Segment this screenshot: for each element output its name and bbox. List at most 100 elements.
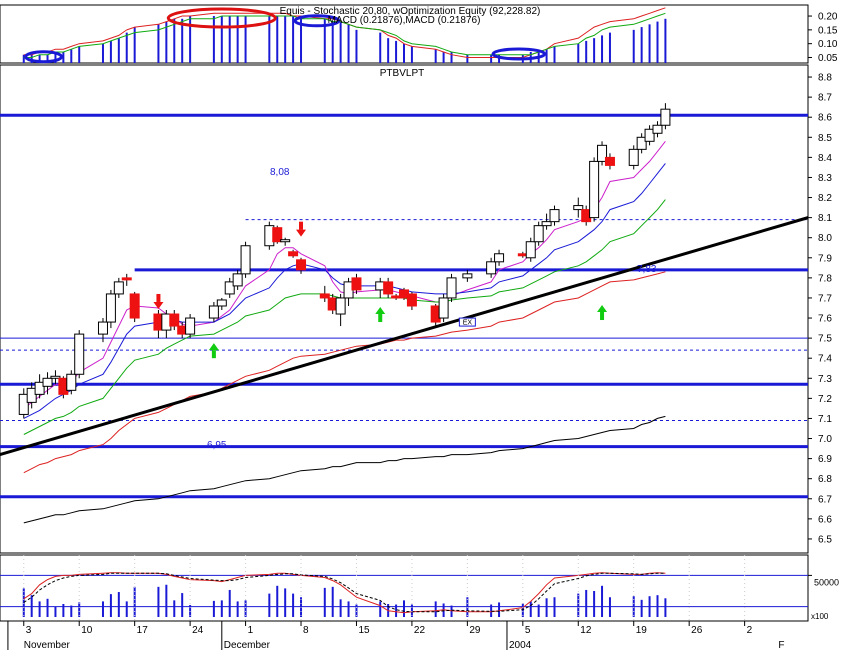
- macd-panel-title: MACD (0.21876),MACD (0.21876): [328, 15, 481, 26]
- price-ytick-label: 6.7: [818, 494, 832, 505]
- annotation-8-08: 8,08: [270, 167, 290, 178]
- candlestick: [113, 281, 124, 295]
- boxed-marker: [458, 317, 476, 327]
- price-ytick-label: 6.9: [818, 454, 832, 465]
- x-month-label: 2004: [509, 640, 532, 650]
- macd-panel: 0.20 0.15 0.10 0.05 Equis - Stochastic 20,8…: [0, 4, 838, 64]
- price-ytick-label: 8.4: [818, 153, 832, 164]
- candlestick: [549, 209, 560, 223]
- macd-highlight-ellipse: [166, 7, 277, 29]
- chart-header-title: Equis - Stochastic 20,80, wOptimization …: [280, 6, 541, 17]
- stochastic-layer: 50000: [0, 572, 839, 617]
- x-tick-label: 22: [414, 625, 426, 636]
- candlestick: [66, 373, 77, 391]
- x-tick-label: 10: [81, 625, 93, 636]
- price-ytick-label: 6.6: [818, 514, 832, 525]
- price-ytick-label: 8.6: [818, 113, 832, 124]
- candlestick: [216, 299, 227, 307]
- price-ytick-label: 7.7: [818, 293, 832, 304]
- candlestick: [34, 381, 45, 395]
- candlestick: [636, 136, 647, 150]
- candlestick: [573, 205, 584, 211]
- x-tick-label: 3: [26, 625, 32, 636]
- candlestick: [533, 225, 544, 243]
- candlestick: [232, 273, 243, 287]
- macd-highlight-ellipse: [293, 14, 341, 28]
- x-tick-label: 17: [137, 625, 149, 636]
- candlestick: [319, 293, 330, 299]
- macd-ytick-label: 0.10: [818, 39, 838, 50]
- macd-ytick-label: 0.15: [818, 25, 838, 36]
- buy-arrow-icon-stem: [378, 314, 383, 323]
- sell-arrow-icon: [296, 229, 307, 237]
- candlestick: [105, 293, 116, 323]
- candlestick: [296, 259, 307, 271]
- price-ytick-label: 7.4: [818, 354, 832, 365]
- candlestick: [272, 227, 283, 243]
- price-ytick-label: 7.5: [818, 334, 832, 345]
- x-tick-label: 29: [469, 625, 481, 636]
- candlestick: [185, 317, 196, 335]
- x-month-label: December: [224, 640, 271, 650]
- candlestick: [50, 375, 61, 379]
- candlestick: [42, 377, 53, 387]
- macd-layer: 0.20 0.15 0.10 0.05: [22, 7, 838, 64]
- candlestick: [97, 321, 108, 335]
- candlestick: [240, 245, 251, 275]
- price-ytick-label: 6.5: [818, 534, 832, 545]
- candlestick: [525, 241, 536, 259]
- macd-highlight-ellipse: [24, 50, 63, 64]
- price-panel-frame: [0, 64, 809, 554]
- price-ytick-label: 7.8: [818, 273, 832, 284]
- sell-arrow-icon: [153, 301, 164, 309]
- x-axis: 3 10 17 24 1 8 15 22 29 5 12 19 26 2 November December 2…: [0, 555, 808, 650]
- candlestick: [224, 281, 235, 295]
- buy-arrow-icon: [375, 307, 386, 315]
- price-ytick-label: 6.8: [818, 474, 832, 485]
- candlestick: [288, 251, 299, 257]
- price-ytick-label: 8.0: [818, 233, 832, 244]
- candlestick: [541, 221, 552, 227]
- moving-average-line: [23, 140, 666, 409]
- x-tick-label: 15: [358, 625, 370, 636]
- x-month-label: F: [778, 640, 784, 650]
- buy-arrow-icon: [208, 343, 219, 351]
- candlestick: [351, 277, 362, 291]
- buy-arrow-icon: [597, 305, 608, 313]
- candlestick: [652, 124, 663, 134]
- buy-arrow-icon-stem: [211, 350, 216, 359]
- candlestick: [121, 277, 132, 281]
- stochastic-panel: 50000 x100: [0, 554, 839, 622]
- candlestick: [604, 156, 615, 166]
- candlestick: [660, 108, 671, 126]
- price-ytick-label: 8.2: [818, 193, 832, 204]
- candlestick: [335, 297, 346, 315]
- price-ytick-label: 8.8: [818, 73, 832, 84]
- x-tick-label: 12: [580, 625, 592, 636]
- x-tick-label: 8: [303, 625, 309, 636]
- candlestick: [486, 261, 497, 275]
- price-ytick-label: 7.2: [818, 394, 832, 405]
- annotation-7-83: 7,83: [637, 264, 657, 275]
- buy-arrow-icon-stem: [600, 312, 605, 321]
- candlestick: [597, 144, 608, 162]
- macd-ytick-label: 0.05: [818, 53, 838, 64]
- candlestick: [129, 293, 140, 319]
- candlestick: [26, 387, 37, 403]
- price-ytick-label: 7.3: [818, 374, 832, 385]
- candlestick: [644, 128, 655, 142]
- support-trendline: [0, 216, 809, 457]
- price-ytick-label: 8.5: [818, 133, 832, 144]
- x-tick-label: 24: [192, 625, 204, 636]
- price-panel: PTBVLPT 8.8 8.7 8.6 8.5 8.4 8.3 8.2 8.1 8.0 7.9 7.…: [0, 64, 832, 554]
- price-ytick-label: 8.7: [818, 93, 832, 104]
- candlestick: [628, 148, 639, 166]
- moving-average-line: [23, 163, 666, 419]
- moving-average-line: [23, 271, 666, 474]
- candlestick: [494, 253, 505, 263]
- x-tick-label: 5: [525, 625, 531, 636]
- candlestick: [383, 281, 394, 295]
- candlestick: [74, 333, 85, 375]
- candlestick: [406, 293, 417, 307]
